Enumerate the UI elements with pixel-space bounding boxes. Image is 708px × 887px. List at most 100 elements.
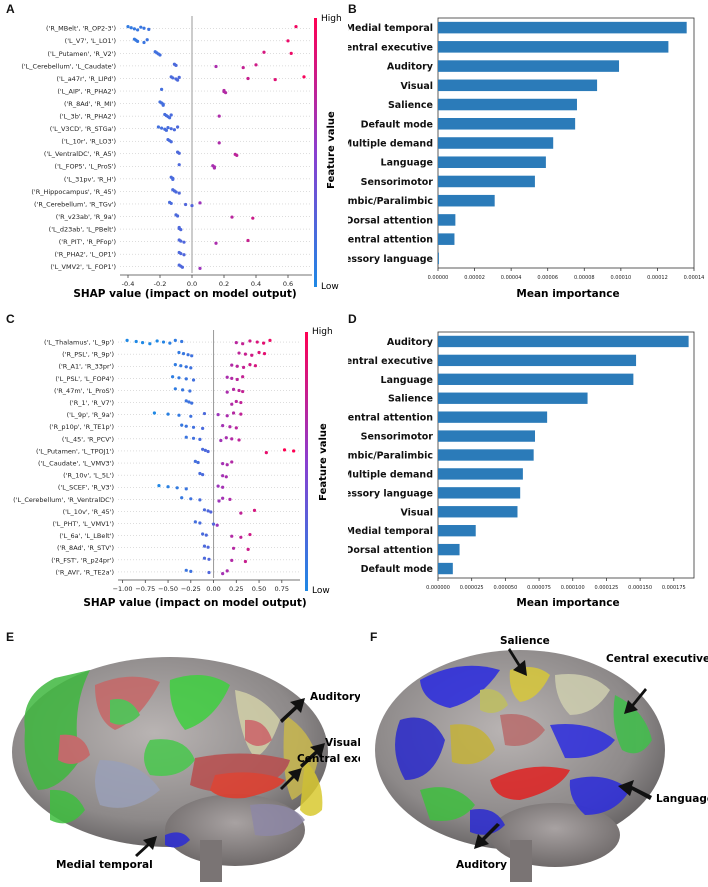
- shap-point: [177, 376, 181, 380]
- label-central-executive-f: Central executive: [606, 653, 708, 665]
- label-medial-temporal-e: Medial temporal: [56, 859, 153, 871]
- shap-point: [201, 473, 205, 477]
- feature-label: ('L_Cerebellum', 'L_Caudate'): [21, 62, 116, 70]
- shap-point: [254, 63, 258, 67]
- brain-image-e: Central executive Auditory Visual Medial…: [12, 657, 401, 882]
- x-tick-label: 0.2: [219, 280, 229, 288]
- label-language-f: Language: [656, 793, 708, 805]
- shap-point: [250, 353, 254, 357]
- shap-point: [186, 353, 190, 357]
- shap-point: [193, 520, 197, 524]
- feature-label: ('R_p10p', 'R_TE1p'): [49, 423, 114, 431]
- bar: [438, 449, 534, 461]
- label-auditory-e: Auditory: [310, 691, 360, 703]
- shap-point: [248, 532, 252, 537]
- feature-label: ('L_VMV2', 'L_FOP1'): [50, 263, 116, 271]
- feature-label: ('R_PIT', 'R_PFop'): [59, 238, 116, 246]
- category-label: Dorsal attention: [348, 545, 433, 556]
- shap-point: [177, 151, 181, 155]
- panel-label-e: E: [6, 630, 15, 644]
- shap-point: [212, 166, 216, 170]
- bar: [438, 79, 598, 92]
- shap-point: [140, 341, 145, 345]
- shap-point: [234, 341, 238, 345]
- shap-point: [243, 352, 247, 356]
- feature-label: ('L_Caudate', 'L_VMV3'): [38, 459, 114, 467]
- shap-point: [136, 39, 140, 43]
- shap-point: [132, 27, 136, 31]
- shap-plot-a: -0.4 -0.2 0.0 0.2 0.4 0.6 ('R_MBelt', 'R_OP2-3…: [21, 14, 341, 300]
- shap-point: [193, 459, 197, 463]
- feature-label: ('L_SCEF', 'R_V3'): [58, 484, 114, 492]
- shap-point: [248, 363, 252, 367]
- feature-label: ('R_8Ad', 'R_STV'): [57, 544, 114, 552]
- bar: [438, 214, 456, 226]
- bar: [438, 175, 535, 188]
- x-tick-label: 0.00012: [647, 275, 668, 281]
- category-label: Medial temporal: [348, 526, 433, 537]
- shap-point: [201, 532, 205, 536]
- shap-point: [198, 437, 202, 441]
- brain-regions-e: [24, 670, 323, 848]
- shap-point: [148, 342, 152, 346]
- shap-point: [139, 25, 143, 29]
- shap-point: [225, 569, 229, 573]
- shap-point: [231, 546, 236, 550]
- shap-point: [217, 141, 221, 145]
- feature-label: ('L_6a', 'L_LBelt'): [59, 532, 114, 540]
- shap-point: [241, 65, 245, 70]
- bar: [438, 543, 460, 556]
- shap-point: [224, 475, 228, 479]
- shap-point: [202, 411, 207, 416]
- feature-label: ('L_10v', 'R_45'): [63, 508, 114, 516]
- shap-point: [160, 87, 164, 91]
- feature-label: ('R_PSL', 'R_9p'): [62, 351, 114, 359]
- shap-point: [176, 125, 180, 129]
- feature-label: ('L_3b', 'R_PHA2'): [59, 113, 116, 121]
- shap-point: [191, 425, 196, 429]
- feature-label: ('R_A1', 'R_33pr'): [58, 363, 114, 371]
- shap-point: [169, 140, 173, 144]
- shap-point: [179, 252, 183, 256]
- shap-point: [184, 424, 188, 428]
- shap-point: [142, 40, 146, 45]
- bar: [438, 525, 476, 537]
- category-label: Central executive: [348, 42, 433, 53]
- bar: [438, 137, 554, 149]
- bar: [438, 562, 453, 575]
- brain-arrows-e: [135, 698, 325, 857]
- feature-label: ('R_8Ad', 'R_MI'): [64, 100, 116, 108]
- x-tick-label: 0.6: [283, 280, 293, 288]
- shap-point: [174, 63, 178, 67]
- shap-point: [239, 412, 243, 416]
- shap-point: [161, 340, 166, 344]
- x-tick-label: -0.4: [122, 280, 135, 288]
- shap-point: [174, 190, 178, 194]
- shap-point: [221, 496, 225, 500]
- shap-point: [255, 340, 259, 344]
- feature-label: ('L_Putamen', 'L_TPOJ1'): [36, 447, 114, 455]
- shap-point: [171, 76, 175, 80]
- feature-label: ('R_MBelt', 'R_OP2-3'): [46, 25, 116, 33]
- shap-point: [189, 414, 193, 418]
- x-tick-label: 0.000150: [628, 585, 652, 591]
- panel-label-d: D: [348, 312, 357, 326]
- bars-d: Auditory Central executive Language Salienc…: [326, 331, 695, 591]
- shap-point: [191, 378, 196, 382]
- shap-point: [168, 116, 172, 120]
- x-tick-label: −0.75: [135, 585, 155, 593]
- shap-point: [237, 438, 241, 442]
- shap-point: [168, 341, 172, 345]
- category-label: Visual: [400, 507, 433, 518]
- category-label: Accessory language: [348, 254, 433, 265]
- shap-point: [182, 240, 186, 244]
- category-label: Dorsal attention: [348, 215, 433, 226]
- shap-point: [188, 389, 192, 393]
- panel-b-bar-chart: Medial temporal Central executive Auditory…: [326, 0, 708, 305]
- shap-point: [184, 435, 188, 439]
- shap-point: [173, 387, 177, 391]
- feature-label: ('R_PHA2', 'L_OP1'): [54, 251, 116, 259]
- x-tick-label: 0.75: [275, 585, 289, 593]
- shap-point: [171, 375, 175, 379]
- shap-point: [224, 436, 228, 440]
